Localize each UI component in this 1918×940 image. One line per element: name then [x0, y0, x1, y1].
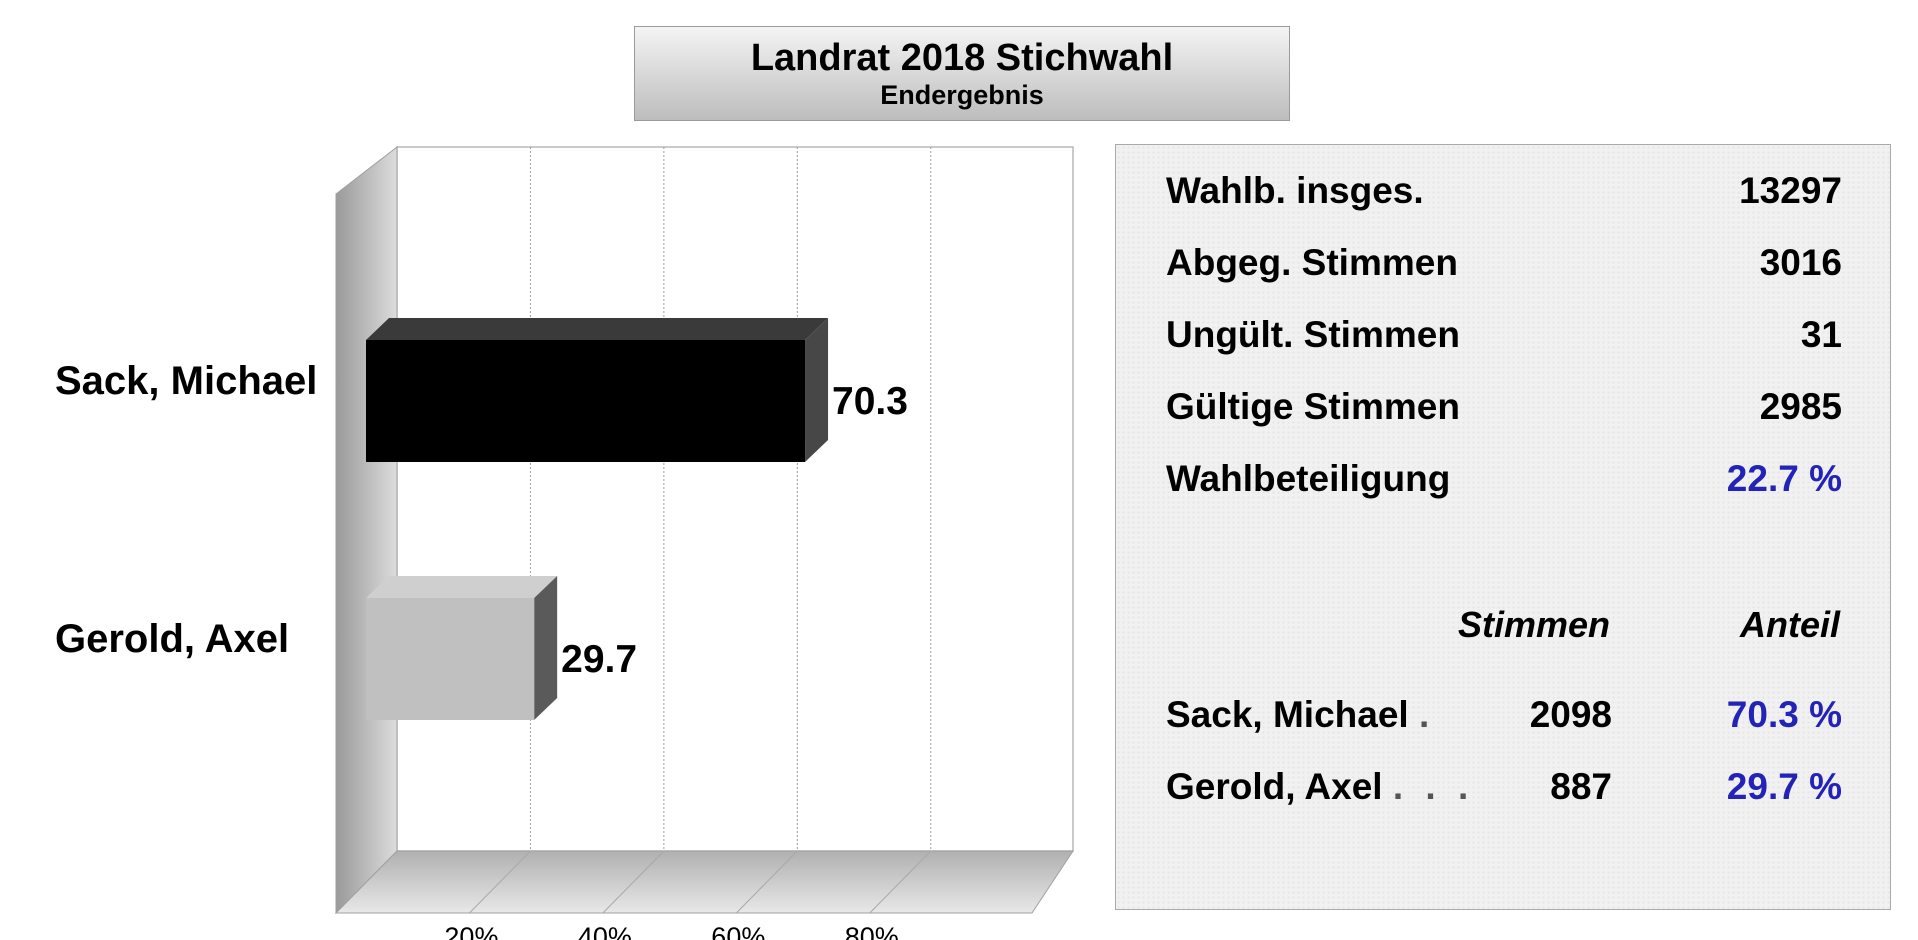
stat-label: Ungült. Stimmen: [1166, 314, 1460, 355]
chart-labels: 20% 40% 60% 80% 70.3 Sack, Michael 29.7 Gerold,…: [55, 359, 908, 940]
chart-floor: [334, 850, 1074, 914]
category-label: Sack, Michael: [55, 359, 317, 403]
x-tick-label: 40%: [578, 922, 632, 940]
stat-row-eligible-voters: Wahlb. insges. 13297: [1166, 167, 1842, 215]
results-panel: Wahlb. insges. 13297 Abgeg. Stimmen 3016…: [1115, 144, 1891, 910]
floor-gridline: [469, 850, 531, 914]
candidate-row: Gerold, Axel . . . 887 29.7 %: [1166, 763, 1842, 811]
chart-subtitle: Endergebnis: [880, 80, 1044, 110]
x-tick-label: 60%: [711, 922, 765, 940]
floor-gridline: [602, 850, 665, 914]
bar-side-face: [534, 576, 558, 720]
column-header-votes: Stimmen: [1457, 604, 1610, 645]
candidate-name: Gerold, Axel: [1166, 766, 1383, 807]
chart-title: Landrat 2018 Stichwahl: [750, 37, 1174, 79]
candidate-share: 70.3 %: [1726, 694, 1842, 735]
floor-gridline: [869, 850, 932, 914]
stat-value: 3016: [1759, 242, 1842, 283]
bar: [366, 598, 535, 720]
bar-value-label: 70.3: [832, 380, 908, 423]
leader-dots: . . .: [1392, 766, 1475, 807]
chart-back-wall: [396, 146, 1074, 852]
stat-row-votes-cast: Abgeg. Stimmen 3016: [1166, 239, 1842, 287]
candidate-share: 29.7 %: [1726, 766, 1842, 807]
stat-label: Gültige Stimmen: [1166, 386, 1460, 427]
candidate-votes: 887: [1550, 766, 1612, 807]
stat-row-invalid-votes: Ungült. Stimmen 31: [1166, 311, 1842, 359]
candidate-row: Sack, Michael . 2098 70.3 %: [1166, 691, 1842, 739]
bar-side-face: [805, 318, 829, 462]
bar-top-face: [366, 576, 558, 598]
stat-row-valid-votes: Gültige Stimmen 2985: [1166, 383, 1842, 431]
chart-frame: [334, 145, 1074, 915]
leader-dots: .: [1418, 694, 1436, 735]
bar-value-label: 29.7: [561, 638, 637, 681]
stat-value: 13297: [1739, 170, 1842, 211]
stat-label: Wahlb. insges.: [1166, 170, 1424, 211]
candidate-name: Sack, Michael: [1166, 694, 1409, 735]
column-header-share: Anteil: [1739, 604, 1840, 645]
bar: [366, 340, 806, 462]
candidate-votes: 2098: [1529, 694, 1612, 735]
x-tick-label: 20%: [444, 922, 498, 940]
chart-bars: [366, 318, 829, 720]
x-tick-label: 80%: [845, 922, 899, 940]
bar-chart: 20% 40% 60% 80% 70.3 Sack, Michael 29.7 Gerold,…: [55, 145, 1074, 940]
stat-value: 31: [1800, 314, 1842, 355]
chart-title-box: Landrat 2018 Stichwahl Endergebnis: [634, 26, 1290, 121]
chart-side-wall: [335, 145, 398, 915]
chart-grid: [469, 147, 932, 914]
stat-value: 2985: [1759, 386, 1842, 427]
floor-gridline: [735, 850, 798, 914]
stat-label: Wahlbeteiligung: [1166, 458, 1451, 499]
stat-row-turnout: Wahlbeteiligung 22.7 %: [1166, 455, 1842, 503]
stat-value: 22.7 %: [1726, 458, 1842, 499]
bar-top-face: [366, 318, 829, 340]
stat-label: Abgeg. Stimmen: [1166, 242, 1458, 283]
category-label: Gerold, Axel: [55, 617, 289, 661]
